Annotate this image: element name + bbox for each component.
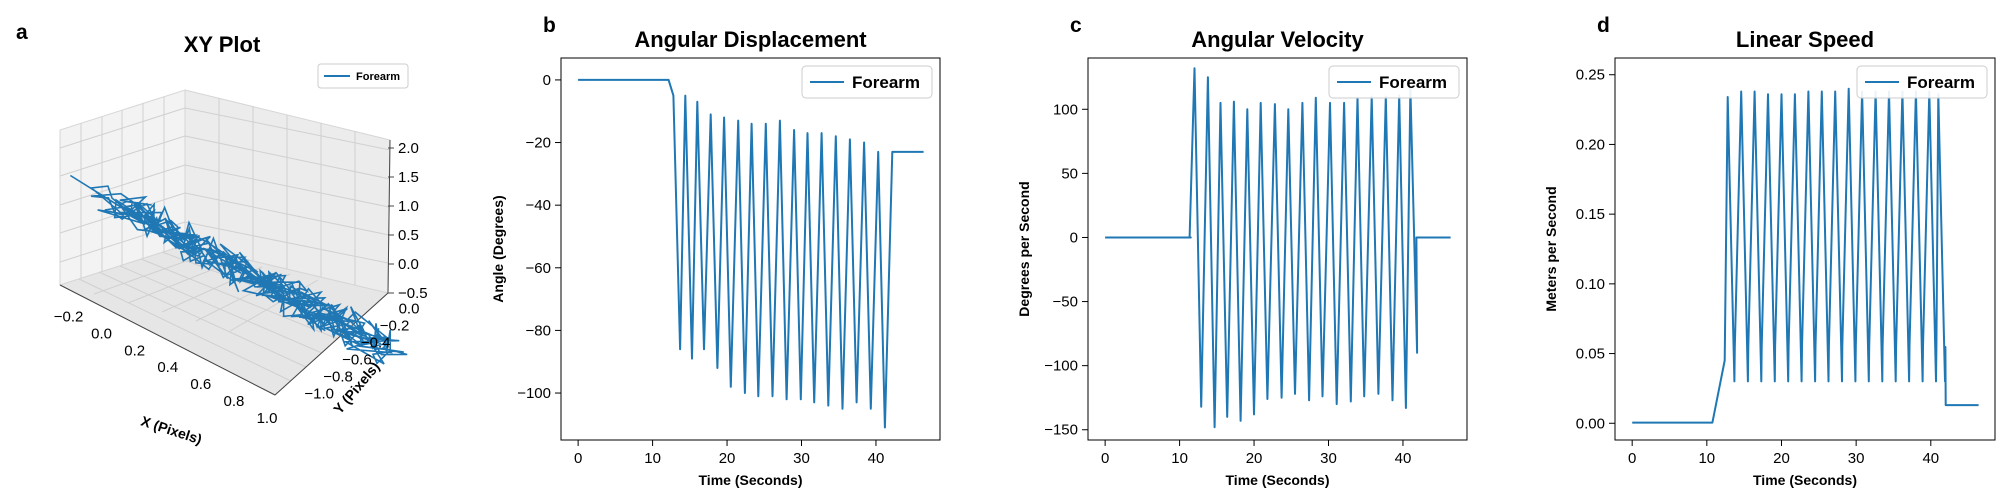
y-tick-label: 0.05 <box>1576 346 1605 363</box>
panel-a-title: XY Plot <box>184 32 261 57</box>
panel-b-label: b <box>543 14 556 37</box>
x-tick-label: 0 <box>574 450 582 467</box>
z-tick-label: 0.5 <box>398 227 419 244</box>
x-tick-label: 20 <box>1773 450 1790 467</box>
x-tick-label: 10 <box>644 450 661 467</box>
y-axis-label: Angle (Degrees) <box>490 195 506 302</box>
grid-3d <box>59 97 391 382</box>
series-forearm-3d-line <box>69 174 408 365</box>
y-tick-label: −0.2 <box>380 318 410 335</box>
plot-frame <box>1614 57 1996 441</box>
legend: Forearm <box>1856 65 1988 99</box>
y-tick-label: −0.4 <box>361 335 391 352</box>
legend-label: Forearm <box>852 73 920 92</box>
x-tick-label: 0.6 <box>190 376 211 393</box>
x-tick-label: 0.4 <box>157 359 178 376</box>
z-tick-label: −0.5 <box>398 285 428 302</box>
y-tick-label: −20 <box>526 135 551 152</box>
legend: Forearm <box>1328 65 1460 99</box>
y-tick-label: −0.8 <box>323 369 353 386</box>
z-tick-label: 1.0 <box>398 198 419 215</box>
y-tick-label: −80 <box>526 322 551 339</box>
panel-b-title: Angular Displacement <box>634 27 867 52</box>
y-tick-label: −50 <box>1053 294 1078 311</box>
y-tick-labels: 0.0−0.2−0.4−0.6−0.8−1.0 <box>304 301 419 403</box>
y-axis-label: Meters per Second <box>1543 186 1559 311</box>
panel-a-label: a <box>16 21 28 44</box>
x-tick-label: −0.2 <box>54 308 84 325</box>
x-tick-label: 0 <box>1628 450 1636 467</box>
x-tick-labels: −0.2 0.0 0.2 0.4 0.6 0.8 1.0 <box>54 308 278 427</box>
y-tick-label: −0.6 <box>342 352 372 369</box>
x-tick-label: 0.0 <box>91 325 112 342</box>
x-tick-label: 20 <box>719 450 736 467</box>
z-tick-label: 1.5 <box>398 169 419 186</box>
series-forearm-line <box>1105 67 1451 429</box>
y-tick-label: 0.0 <box>399 301 420 318</box>
x-tick-label: 20 <box>1246 450 1263 467</box>
y-tick-label: −150 <box>1044 422 1078 439</box>
legend-label: Forearm <box>1907 73 1975 92</box>
x-tick-label: 0.2 <box>124 342 145 359</box>
x-tick-label: 0 <box>1101 450 1109 467</box>
x-tick-label: 1.0 <box>257 410 278 427</box>
x-tick-label: 30 <box>1320 450 1337 467</box>
x-axis-label: Time (Seconds) <box>699 472 803 488</box>
panel-b: b Angular Displacement 0 10 20 30 40 0 −20 −40 −60… <box>490 14 941 488</box>
x-tick-label: 40 <box>1922 450 1939 467</box>
panel-a: a XY Plot <box>16 21 428 447</box>
panel-c: c Angular Velocity 0 10 20 30 40 100 50 0 −50 −100 −… <box>1016 14 1468 488</box>
axes-3d-edges <box>59 139 391 396</box>
y-tick-label: −60 <box>526 260 551 277</box>
y-axis-label: Degrees per Second <box>1016 181 1032 316</box>
panel-d-title: Linear Speed <box>1736 27 1874 52</box>
y-tick-label: 0 <box>1070 229 1078 246</box>
y-tick-label: 0.25 <box>1576 67 1605 84</box>
z-tick-label: 2.0 <box>398 140 419 157</box>
x-axis-label: Time (Seconds) <box>1753 472 1857 488</box>
panel-d-label: d <box>1597 14 1610 37</box>
series-forearm-line <box>578 78 924 429</box>
x-tick-label: 40 <box>1395 450 1412 467</box>
y-tick-label: −100 <box>517 385 551 402</box>
x-tick-label: 10 <box>1698 450 1715 467</box>
y-tick-label: −100 <box>1044 358 1078 375</box>
x-tick-label: 40 <box>868 450 885 467</box>
panel-d: d Linear Speed 0 10 20 30 40 0.25 0.20 0.15 0.10 0.… <box>1543 14 1996 488</box>
x-tick-label: 10 <box>1171 450 1188 467</box>
x-axis-label: Time (Seconds) <box>1226 472 1330 488</box>
legend-label: Forearm <box>1379 73 1447 92</box>
y-tick-label: −1.0 <box>304 386 334 403</box>
legend: Forearm <box>317 63 409 89</box>
plot-frame <box>1087 57 1468 441</box>
y-tick-label: 0.20 <box>1576 136 1605 153</box>
x-tick-label: 0.8 <box>223 393 244 410</box>
x-tick-label: 30 <box>1848 450 1865 467</box>
z-tick-labels: 2.0 1.5 1.0 0.5 0.0 −0.5 <box>388 140 428 302</box>
panel-c-label: c <box>1070 14 1082 37</box>
y-tick-label: 0.00 <box>1576 415 1605 432</box>
series-forearm-line <box>1632 87 1979 424</box>
y-tick-label: 0.15 <box>1576 206 1605 223</box>
legend: Forearm <box>801 65 933 99</box>
y-tick-label: 0.10 <box>1576 276 1605 293</box>
y-tick-label: −40 <box>526 197 551 214</box>
legend-label: Forearm <box>356 71 400 83</box>
y-tick-label: 50 <box>1061 165 1078 182</box>
z-tick-label: 0.0 <box>398 256 419 273</box>
y-tick-label: 100 <box>1053 101 1078 118</box>
y-tick-label: 0 <box>543 72 551 89</box>
panel-c-title: Angular Velocity <box>1191 27 1364 52</box>
x-tick-label: 30 <box>793 450 810 467</box>
x-axis-label: X (Pixels) <box>139 413 204 448</box>
plot-frame <box>560 57 941 441</box>
